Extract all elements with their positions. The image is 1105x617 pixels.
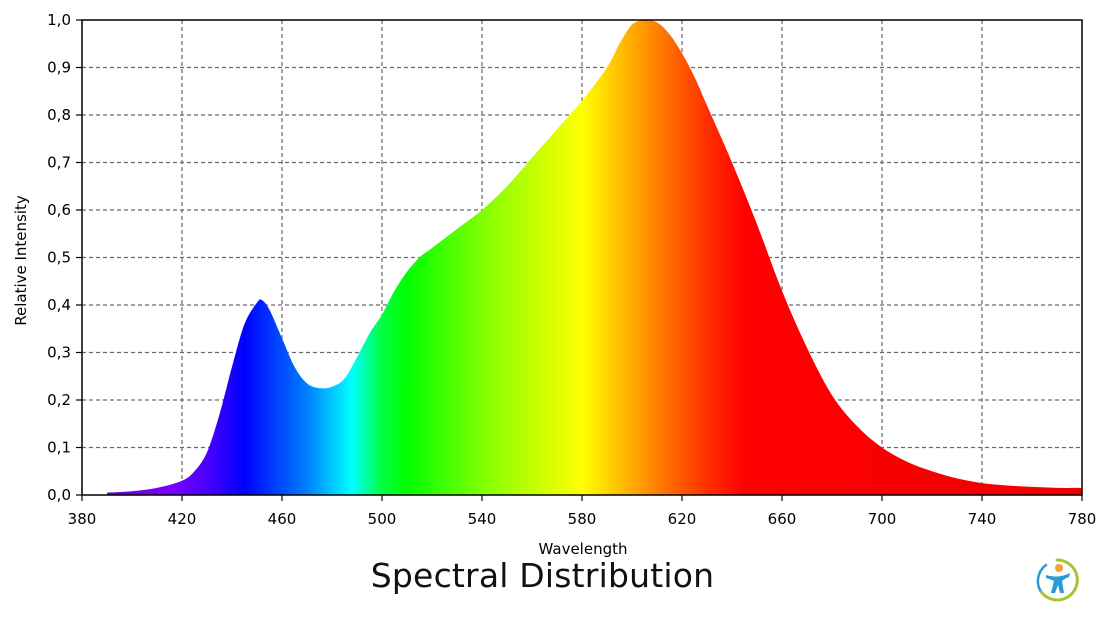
spectrum-area bbox=[107, 20, 1082, 495]
y-tick-label: 0,9 bbox=[47, 59, 71, 77]
x-axis-title: Wavelength bbox=[539, 540, 628, 558]
y-tick-label: 0,7 bbox=[47, 154, 71, 172]
x-tick-label: 420 bbox=[168, 510, 197, 528]
axis-ticks: 380 420 460 500 540 580 620 660 700 740 780 0,0 0,1 0… bbox=[47, 11, 1096, 528]
person-circle-logo-icon bbox=[1036, 558, 1079, 602]
y-tick-label: 0,2 bbox=[47, 391, 71, 409]
x-tick-label: 580 bbox=[568, 510, 597, 528]
x-tick-label: 500 bbox=[368, 510, 397, 528]
y-tick-label: 1,0 bbox=[47, 11, 71, 29]
y-tick-label: 0,4 bbox=[47, 296, 71, 314]
y-tick-label: 0,8 bbox=[47, 106, 71, 124]
x-tick-label: 700 bbox=[868, 510, 897, 528]
x-tick-label: 660 bbox=[768, 510, 797, 528]
x-tick-label: 740 bbox=[968, 510, 997, 528]
x-tick-label: 380 bbox=[68, 510, 97, 528]
y-axis-title: Relative Intensity bbox=[12, 195, 30, 326]
x-tick-label: 780 bbox=[1068, 510, 1097, 528]
x-tick-label: 460 bbox=[268, 510, 297, 528]
x-tick-label: 620 bbox=[668, 510, 697, 528]
y-tick-label: 0,3 bbox=[47, 344, 71, 362]
chart-caption: Spectral Distribution bbox=[370, 556, 715, 595]
y-tick-label: 0,1 bbox=[47, 439, 71, 457]
y-tick-label: 0,6 bbox=[47, 201, 71, 219]
y-tick-label: 0,0 bbox=[47, 486, 71, 504]
x-tick-label: 540 bbox=[468, 510, 497, 528]
y-tick-label: 0,5 bbox=[47, 249, 71, 267]
